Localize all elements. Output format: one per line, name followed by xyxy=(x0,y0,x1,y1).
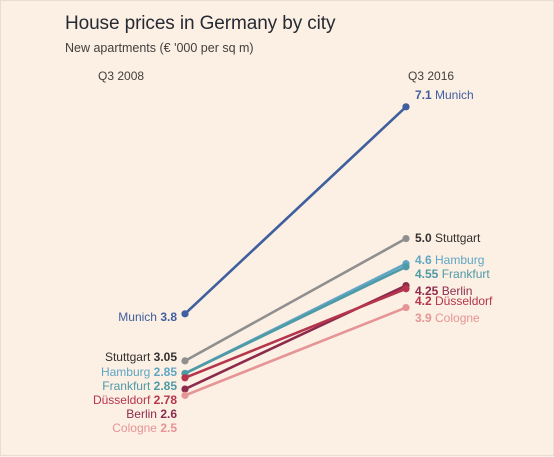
label-end-hamburg: 4.6 Hamburg xyxy=(415,253,484,267)
x-label-end: Q3 2016 xyxy=(408,69,455,83)
label-start-d-sseldorf: Düsseldorf 2.78 xyxy=(93,393,177,407)
label-end-value-hamburg: 4.6 xyxy=(415,253,435,267)
label-start-hamburg: Hamburg 2.85 xyxy=(101,365,177,379)
label-end-value-frankfurt: 4.55 xyxy=(415,267,442,281)
label-start-name-stuttgart: Stuttgart xyxy=(105,350,154,364)
label-end-name-stuttgart: Stuttgart xyxy=(435,231,481,245)
label-start-name-berlin: Berlin xyxy=(126,407,160,421)
label-start-name-d-sseldorf: Düsseldorf xyxy=(93,393,154,407)
label-end-berlin: 4.25 Berlin xyxy=(415,284,472,298)
label-end-value-munich: 7.1 xyxy=(415,88,435,102)
label-end-value-stuttgart: 5.0 xyxy=(415,231,435,245)
label-start-frankfurt: Frankfurt 2.85 xyxy=(102,379,177,393)
label-start-value-munich: 3.8 xyxy=(160,310,177,324)
point-end-munich xyxy=(402,103,410,111)
label-end-cologne: 3.9 Cologne xyxy=(415,311,480,325)
point-start-stuttgart xyxy=(181,357,189,365)
label-start-name-munich: Munich xyxy=(118,310,160,324)
label-end-d-sseldorf: 4.2 Düsseldorf xyxy=(415,294,493,308)
series-line-munich xyxy=(183,105,408,316)
label-start-name-frankfurt: Frankfurt xyxy=(102,379,153,393)
series-line-stuttgart xyxy=(183,237,408,363)
label-start-value-stuttgart: 3.05 xyxy=(154,350,178,364)
chart-subtitle: New apartments (€ '000 per sq m) xyxy=(65,41,254,55)
label-end-value-cologne: 3.9 xyxy=(415,311,435,325)
point-start-berlin xyxy=(181,385,189,393)
label-start-value-frankfurt: 2.85 xyxy=(154,379,178,393)
point-end-frankfurt xyxy=(402,263,410,271)
label-end-stuttgart: 5.0 Stuttgart xyxy=(415,231,481,245)
point-end-cologne xyxy=(402,303,410,312)
label-start-name-cologne: Cologne xyxy=(112,421,160,435)
label-end-name-cologne: Cologne xyxy=(435,311,480,325)
series-line-d-sseldorf xyxy=(183,287,408,380)
point-start-munich xyxy=(181,310,189,318)
label-start-value-d-sseldorf: 2.78 xyxy=(154,393,178,407)
label-end-value-berlin: 4.25 xyxy=(415,284,442,298)
label-start-munich: Munich 3.8 xyxy=(118,310,177,324)
label-start-value-berlin: 2.6 xyxy=(160,407,177,421)
label-end-munich: 7.1 Munich xyxy=(415,88,474,102)
label-end-value-d-sseldorf: 4.2 xyxy=(415,294,435,308)
label-start-value-hamburg: 2.85 xyxy=(154,365,178,379)
label-start-name-hamburg: Hamburg xyxy=(101,365,154,379)
label-end-name-frankfurt: Frankfurt xyxy=(442,267,491,281)
label-start-berlin: Berlin 2.6 xyxy=(126,407,177,421)
label-start-stuttgart: Stuttgart 3.05 xyxy=(105,350,177,364)
point-start-cologne xyxy=(181,391,189,399)
point-end-stuttgart xyxy=(402,234,410,243)
chart-title: House prices in Germany by city xyxy=(65,13,336,34)
label-end-frankfurt: 4.55 Frankfurt xyxy=(415,267,490,281)
series-line-cologne xyxy=(183,306,408,397)
x-label-start: Q3 2008 xyxy=(98,69,145,83)
point-end-d-sseldorf xyxy=(402,285,410,293)
label-start-cologne: Cologne 2.5 xyxy=(112,421,177,435)
label-end-name-munich: Munich xyxy=(435,88,474,102)
label-start-value-cologne: 2.5 xyxy=(160,421,177,435)
point-start-d-sseldorf xyxy=(181,374,189,382)
series-line-frankfurt xyxy=(183,265,408,375)
label-end-name-d-sseldorf: Düsseldorf xyxy=(435,294,493,308)
label-end-name-berlin: Berlin xyxy=(442,284,473,298)
label-end-name-hamburg: Hamburg xyxy=(435,253,484,267)
